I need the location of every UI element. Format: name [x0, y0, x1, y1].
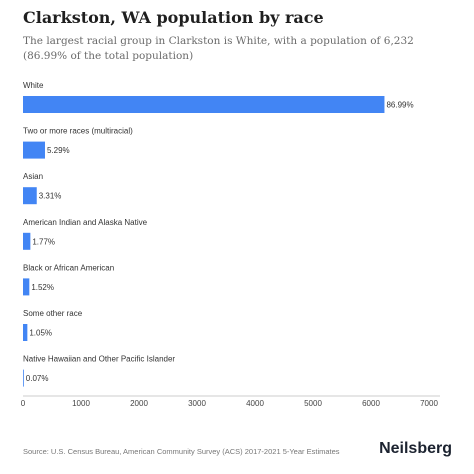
x-tick-label: 1000	[72, 399, 90, 408]
bar	[23, 369, 24, 387]
brand-logo: Neilsberg	[379, 440, 452, 457]
chart-title: Clarkston, WA population by race	[23, 8, 324, 27]
data-label: 5.29%	[47, 146, 70, 155]
data-label: 0.07%	[26, 374, 49, 383]
category-label: Asian	[23, 172, 43, 181]
category-label: White	[23, 81, 44, 90]
category-label: Some other race	[23, 309, 83, 318]
source-note: Source: U.S. Census Bureau, American Com…	[23, 447, 340, 456]
x-tick-label: 0	[21, 399, 26, 408]
x-tick-label: 6000	[362, 399, 380, 408]
bar	[23, 187, 37, 205]
bar	[23, 96, 385, 113]
x-tick-label: 4000	[246, 399, 264, 408]
data-label: 1.05%	[29, 329, 52, 338]
chart-subtitle: The largest racial group in Clarkston is…	[23, 35, 414, 62]
x-tick-label: 5000	[304, 399, 322, 408]
data-label: 3.31%	[39, 192, 62, 201]
bar	[23, 232, 31, 250]
data-label: 86.99%	[386, 101, 413, 110]
bar	[23, 141, 45, 159]
data-label: 1.52%	[31, 283, 54, 292]
category-label: Black or African American	[23, 263, 114, 272]
bar	[23, 278, 30, 296]
x-tick-label: 2000	[130, 399, 148, 408]
x-tick-label: 7000	[420, 399, 438, 408]
data-label: 1.77%	[32, 237, 55, 246]
category-label: American Indian and Alaska Native	[23, 218, 148, 227]
category-label: Native Hawaiian and Other Pacific Island…	[23, 355, 175, 364]
x-tick-label: 3000	[188, 399, 206, 408]
category-label: Two or more races (multiracial)	[23, 127, 133, 136]
bar	[23, 324, 28, 341]
